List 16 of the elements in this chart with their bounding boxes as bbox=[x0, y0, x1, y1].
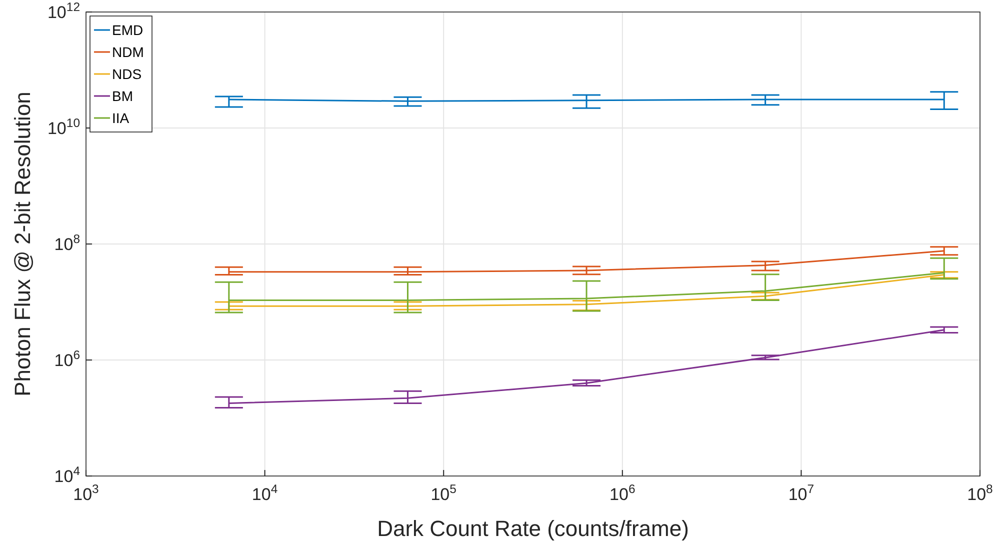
legend-label: BM bbox=[112, 88, 133, 104]
y-tick-label: 10$^{6}$ bbox=[54, 348, 80, 370]
legend-label: IIA bbox=[112, 110, 130, 126]
legend-label: EMD bbox=[112, 22, 144, 38]
x-tick-label: 10$^{5}$ bbox=[430, 482, 457, 504]
x-tick-label: 10$^{6}$ bbox=[610, 482, 636, 504]
x-tick-label: 10$^{4}$ bbox=[252, 482, 278, 504]
y-tick-label: 10$^{8}$ bbox=[54, 232, 80, 254]
y-tick-label: 10$^{10}$ bbox=[47, 116, 80, 138]
x-tick-label: 10$^{7}$ bbox=[788, 482, 814, 504]
y-axis-title: Photon Flux @ 2-bit Resolution bbox=[10, 92, 35, 396]
x-axis-title: Dark Count Rate (counts/frame) bbox=[377, 516, 689, 541]
y-tick-label: 10$^{12}$ bbox=[47, 0, 80, 22]
legend-label: NDS bbox=[112, 66, 142, 82]
legend-label: NDM bbox=[112, 44, 144, 60]
x-tick-label: 10$^{8}$ bbox=[967, 482, 994, 504]
